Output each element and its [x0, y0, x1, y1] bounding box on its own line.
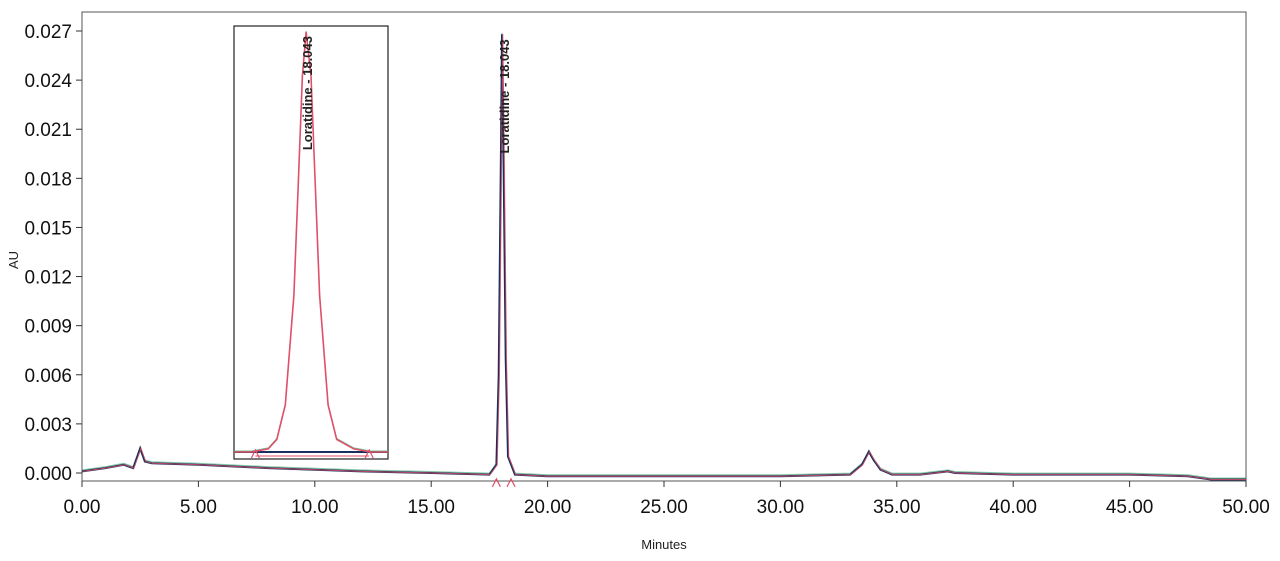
y-axis-label: AU	[6, 251, 21, 269]
x-tick-label: 15.00	[407, 497, 455, 518]
inset-baseline-marker	[250, 448, 260, 459]
y-tick-label: 0.000	[24, 464, 72, 485]
y-tick-label: 0.012	[24, 268, 72, 289]
x-tick-label: 10.00	[291, 497, 339, 518]
x-axis-label: Minutes	[641, 537, 687, 552]
y-tick-label: 0.021	[24, 120, 72, 141]
y-tick-label: 0.024	[24, 71, 72, 92]
x-tick-label: 45.00	[1106, 497, 1154, 518]
x-tick-label: 30.00	[757, 497, 805, 518]
x-tick-label: 35.00	[873, 497, 921, 518]
y-tick-label: 0.027	[24, 22, 72, 43]
inset-baseline-marker	[364, 448, 374, 459]
x-tick-label: 50.00	[1222, 497, 1270, 518]
x-tick-label: 5.00	[180, 497, 217, 518]
x-tick-label: 20.00	[524, 497, 572, 518]
inset-peak-line	[234, 31, 388, 453]
peak-label: Loratidine - 18.043	[497, 39, 512, 153]
inset-peak-label: Loratidine - 18.043	[300, 36, 315, 150]
y-tick-label: 0.015	[24, 218, 72, 239]
x-tick-label: 25.00	[640, 497, 688, 518]
inset-frame	[233, 25, 389, 460]
baseline-marker	[491, 477, 501, 488]
x-tick-label: 0.00	[64, 497, 101, 518]
y-tick-label: 0.018	[24, 169, 72, 190]
series-line-overlay-red	[82, 34, 1247, 480]
y-tick-label: 0.003	[24, 415, 72, 436]
x-tick-label: 40.00	[989, 497, 1037, 518]
y-tick-label: 0.006	[24, 366, 72, 387]
baseline-marker	[506, 477, 516, 488]
y-tick-label: 0.009	[24, 317, 72, 338]
